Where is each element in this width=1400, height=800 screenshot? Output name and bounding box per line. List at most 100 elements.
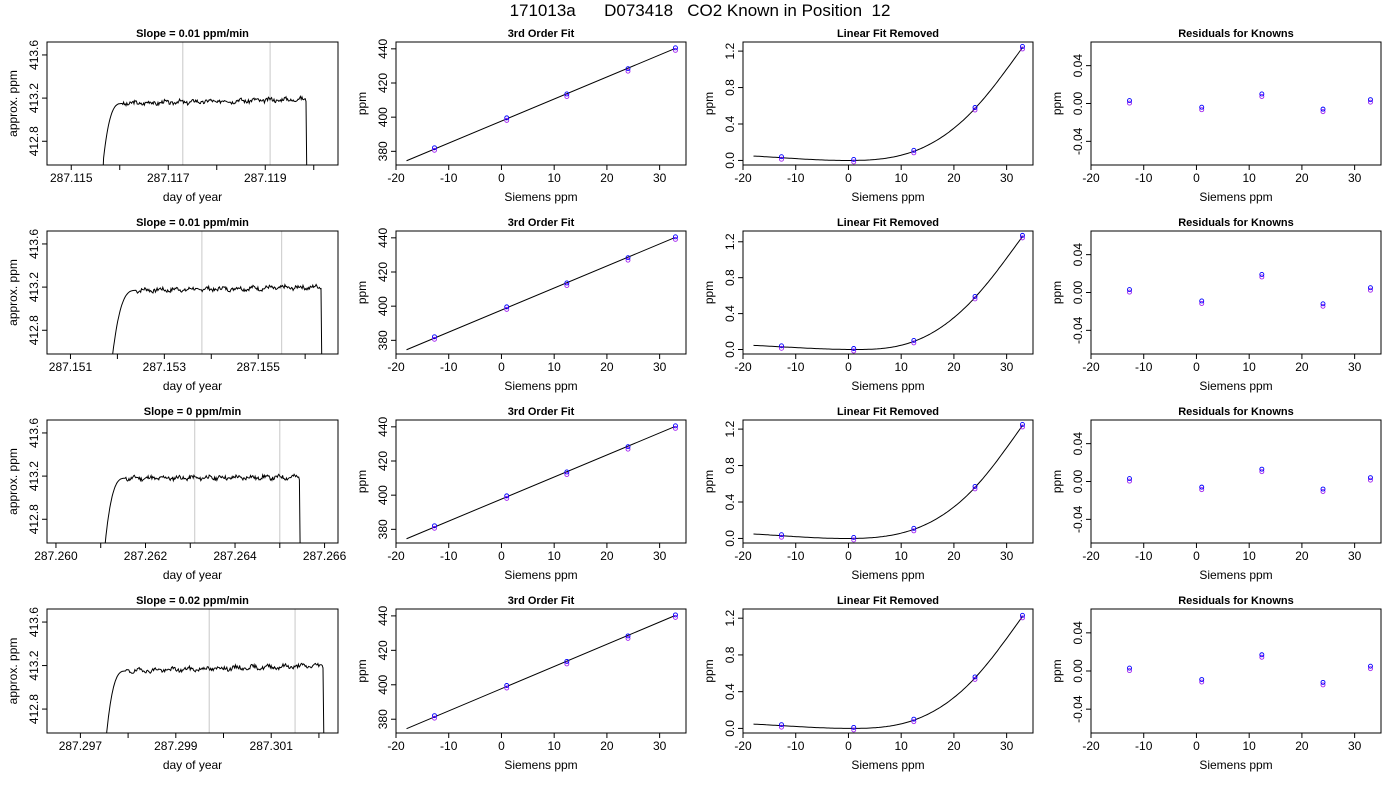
x-tick-label: 0 (498, 549, 505, 563)
panel-title: Slope = 0.02 ppm/min (136, 595, 249, 607)
data-point-rep (779, 345, 784, 351)
y-axis-label: ppm (1050, 281, 1064, 304)
data-point (1368, 663, 1373, 669)
x-tick-label: 30 (1000, 739, 1014, 753)
x-tick-label: 20 (1295, 739, 1309, 753)
y-tick-label: 412.8 (27, 315, 41, 345)
x-tick-label: 287.115 (50, 171, 93, 185)
panel-2-4: Residuals for Knowns -20 -10 0 10 20 30 -0.04 0.… (1050, 217, 1382, 393)
x-tick-label: 0 (845, 171, 852, 185)
plot-frame (395, 230, 687, 355)
y-tick-label: 440 (376, 39, 390, 59)
plot-area (1127, 466, 1373, 494)
data-point-rep (1259, 654, 1265, 660)
data-point-rep (972, 296, 978, 302)
x-tick-label: 0 (845, 739, 852, 753)
x-tick-label: 20 (947, 360, 961, 374)
fit-curve (753, 47, 1023, 161)
concentration-trace (106, 662, 325, 733)
data-point (851, 534, 857, 540)
data-point (673, 423, 678, 429)
y-axis-label: ppm (355, 470, 369, 493)
panel-3-2: 3rd Order Fit -20 -10 0 10 20 30 380 400 420 440 Si… (355, 406, 687, 582)
plot-area (102, 94, 308, 165)
y-tick-label: 440 (376, 228, 390, 248)
x-tick-label: 20 (947, 171, 961, 185)
x-axis-label: day of year (163, 379, 222, 393)
plot-frame (742, 419, 1034, 544)
plot-area (1127, 652, 1373, 688)
x-tick-label: 30 (1000, 549, 1014, 563)
data-point (972, 483, 978, 489)
data-point-rep (1020, 424, 1025, 430)
y-tick-label: 413.2 (27, 461, 41, 491)
data-point-rep (1320, 489, 1326, 494)
x-axis-label: Siemens ppm (1199, 190, 1272, 204)
x-tick-label: -10 (787, 171, 805, 185)
data-point-rep (1127, 100, 1132, 106)
data-point (625, 66, 631, 72)
y-tick-label: 0.00 (1071, 91, 1085, 115)
x-tick-label: 287.155 (237, 360, 281, 374)
y-tick-label: 0.0 (723, 530, 737, 547)
x-tick-label: 0 (498, 739, 505, 753)
x-tick-label: 287.262 (124, 549, 168, 563)
panel-title: Residuals for Knowns (1178, 217, 1294, 229)
x-tick-label: -10 (440, 739, 458, 753)
panel-3-1: Slope = 0 ppm/min 287.260 287.262 287.264 28… (6, 406, 347, 582)
y-axis-label: ppm (355, 281, 369, 304)
y-axis-label: ppm (702, 659, 716, 682)
plot-frame (46, 41, 339, 166)
y-tick-label: 1.2 (723, 420, 737, 437)
data-point (1199, 104, 1205, 110)
data-point-rep (1199, 487, 1205, 493)
data-point (432, 713, 437, 719)
data-point-rep (972, 107, 978, 113)
y-tick-label: 0.4 (723, 305, 737, 322)
data-point-rep (432, 336, 437, 342)
x-axis-label: Siemens ppm (504, 379, 577, 393)
data-point (1020, 44, 1025, 49)
x-tick-label: -10 (1135, 739, 1153, 753)
x-tick-label: 30 (1348, 360, 1362, 374)
y-tick-label: 0.0 (723, 341, 737, 358)
x-tick-label: 0 (498, 171, 505, 185)
y-tick-label: 1.2 (723, 610, 737, 627)
data-point (625, 633, 631, 639)
plot-area (753, 422, 1025, 543)
data-point-rep (1320, 303, 1326, 309)
data-point-rep (1020, 235, 1025, 241)
data-point-rep (911, 340, 917, 346)
data-point-rep (564, 94, 570, 99)
x-tick-label: 287.151 (49, 360, 93, 374)
data-point (1368, 97, 1373, 103)
y-axis-label: approx. ppm (6, 638, 20, 705)
x-tick-label: -20 (734, 739, 752, 753)
y-tick-label: 420 (376, 640, 390, 660)
y-tick-label: 413.6 (27, 418, 41, 448)
panel-3-4: Residuals for Knowns -20 -10 0 10 20 30 -0.04 0.… (1050, 406, 1382, 582)
data-point (1199, 298, 1205, 304)
fit-curve (753, 616, 1023, 729)
y-tick-label: 0.8 (723, 646, 737, 663)
x-tick-label: -10 (787, 739, 805, 753)
x-tick-label: 10 (1243, 549, 1257, 563)
x-tick-label: -10 (787, 360, 805, 374)
plot-area (104, 473, 301, 543)
panel-3-3: Linear Fit Removed -20 -10 0 10 20 30 0.0 0.4 0.8… (702, 406, 1034, 582)
x-tick-label: 30 (653, 171, 667, 185)
x-tick-label: 30 (653, 360, 667, 374)
y-tick-label: 400 (376, 296, 390, 316)
x-tick-label: 287.301 (250, 739, 294, 753)
data-point-rep (779, 156, 784, 162)
x-tick-label: -20 (1082, 171, 1100, 185)
panel-1-1: Slope = 0.01 ppm/min 287.115 287.117 287.11… (6, 28, 339, 204)
x-tick-label: 287.299 (154, 739, 198, 753)
x-tick-label: 20 (1295, 171, 1309, 185)
data-point-rep (673, 236, 678, 242)
x-tick-label: 10 (1243, 360, 1257, 374)
panel-1-3: Linear Fit Removed -20 -10 0 10 20 30 0.0 0.4 0.8… (702, 28, 1034, 204)
y-axis-label: ppm (702, 92, 716, 115)
data-point-rep (625, 635, 631, 641)
y-tick-label: -0.04 (1071, 316, 1085, 344)
